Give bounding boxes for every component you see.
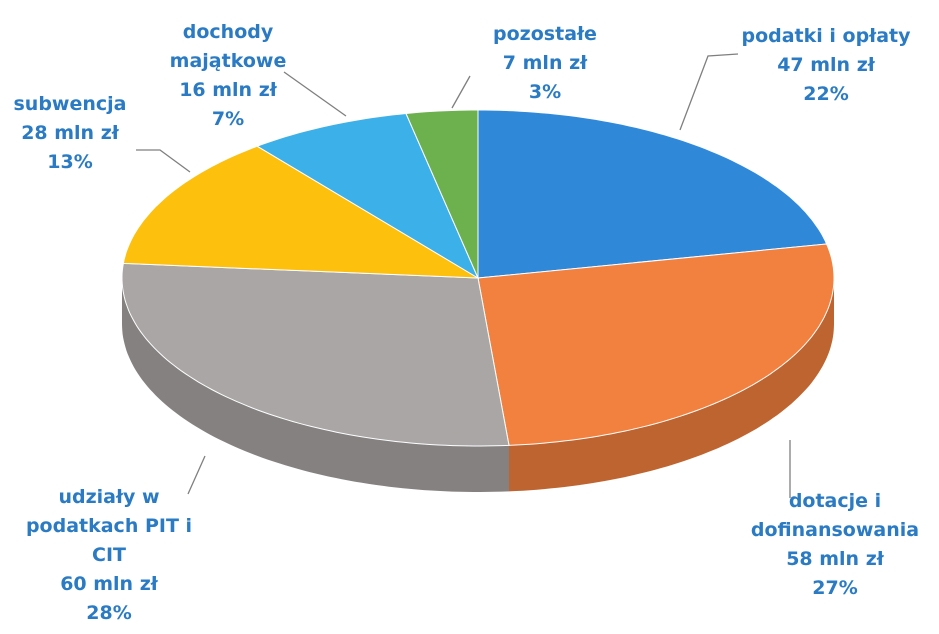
slice-label: podatki i opłaty 47 mln zł 22%	[728, 22, 924, 109]
leader-line	[187, 455, 206, 495]
slice-side	[122, 278, 509, 492]
category-label: pozostałe	[493, 23, 597, 45]
value-label: 7 mln zł	[502, 52, 588, 74]
slice	[121, 262, 510, 447]
leader-line	[679, 53, 739, 131]
value-label: 28 mln zł	[21, 122, 119, 144]
value-label: 60 mln zł	[60, 573, 158, 595]
leader-line	[136, 149, 191, 173]
percentage-label: 13%	[47, 151, 93, 173]
percentage-label: 27%	[812, 577, 858, 599]
slice-label: subwencja 28 mln zł 13%	[0, 90, 140, 177]
value-label: 58 mln zł	[786, 548, 884, 570]
slice-label: udziały w podatkach PIT i CIT 60 mln zł 28…	[24, 483, 194, 628]
slice-label: dotacje i dofinansowania 58 mln zł 27%	[730, 487, 939, 603]
leader-line	[451, 75, 471, 109]
percentage-label: 28%	[86, 602, 132, 624]
category-label: subwencja	[13, 93, 127, 115]
category-label: dochody majątkowe	[169, 21, 287, 72]
leader-line	[283, 71, 347, 117]
value-label: 47 mln zł	[777, 54, 875, 76]
category-label: podatki i opłaty	[741, 25, 911, 47]
slice	[256, 112, 480, 280]
percentage-label: 22%	[803, 83, 849, 105]
percentage-label: 3%	[528, 81, 562, 103]
slice	[477, 109, 828, 279]
category-label: dotacje i dofinansowania	[750, 490, 920, 541]
slice	[122, 145, 479, 279]
slice	[405, 109, 479, 279]
slice-label: pozostałe 7 mln zł 3%	[485, 20, 605, 107]
value-label: 16 mln zł	[179, 79, 277, 101]
percentage-label: 7%	[211, 108, 245, 130]
category-label: udziały w podatkach PIT i CIT	[25, 486, 193, 566]
slice-label: dochody majątkowe 16 mln zł 7%	[158, 18, 298, 134]
slice	[477, 243, 835, 446]
slice-side	[509, 278, 834, 492]
